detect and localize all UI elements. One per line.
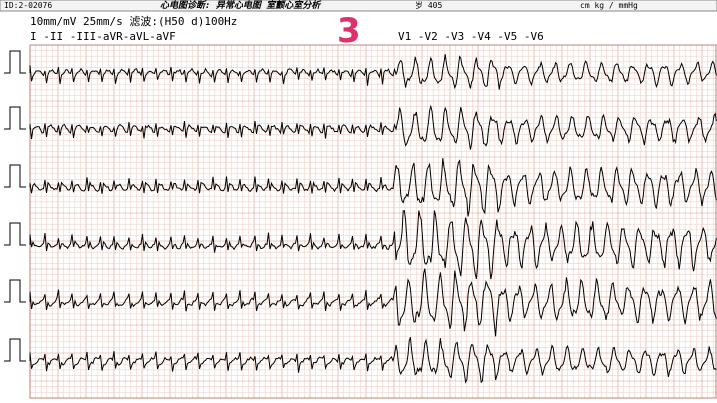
settings: 10mm/mV 25mm/s 滤波:(H50 d)100Hz: [30, 15, 237, 28]
grid: [29, 44, 717, 399]
ecg-trace: [29, 337, 717, 384]
marker-label: 3: [337, 11, 361, 51]
traces: [4, 50, 717, 384]
sheet-border: [29, 44, 717, 399]
ecg-trace: [29, 104, 717, 150]
leads-right: V1 -V2 -V3 -V4 -V5 -V6: [398, 30, 544, 43]
calibration-pulse: [4, 50, 26, 74]
calibration-pulse: [4, 164, 26, 188]
units: cm kg / mmHg: [580, 1, 638, 10]
ecg-trace: [29, 158, 717, 217]
ecg-trace: [29, 268, 717, 337]
calibration-pulse: [4, 106, 26, 130]
calibration-pulse: [4, 222, 26, 246]
header-bar: [0, 0, 717, 12]
patient-id: ID:2-02076: [4, 1, 52, 10]
calibration-pulse: [4, 279, 26, 303]
age: 岁 405: [415, 0, 442, 10]
ecg-trace: [29, 54, 717, 90]
calibration-pulse: [4, 338, 26, 362]
diagnosis: 心电图诊断: 异常心电图 室颤心室分析: [160, 0, 322, 11]
ecg-trace: [29, 210, 717, 280]
leads-left: I -II -III-aVR-aVL-aVF: [30, 30, 176, 43]
